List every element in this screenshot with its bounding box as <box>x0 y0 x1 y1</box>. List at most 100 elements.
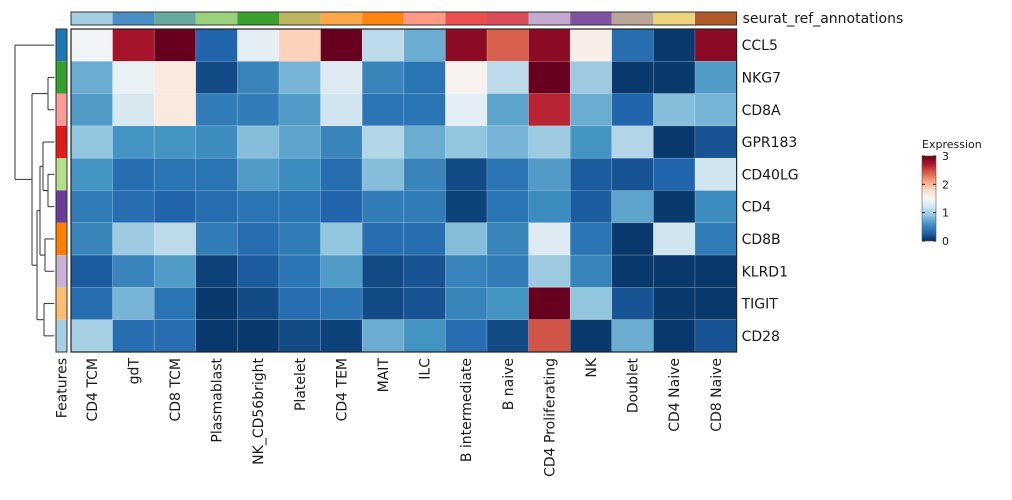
heatmap-cell-cd4-nk <box>569 190 613 224</box>
heatmap-cell-cd40lg-cd4-naive <box>653 157 696 191</box>
heatmap-cell-ccl5-doublet <box>611 28 654 62</box>
heatmap-cell-cd8a-b-intermediate <box>445 93 488 127</box>
column-annotation-nk-cd56bright <box>237 12 279 25</box>
heatmap-cell-cd8b-gdt <box>112 222 155 256</box>
heatmap-cell-gpr183-cd4-naive <box>653 125 696 159</box>
column-label-cd4-naive: CD4 Naive <box>667 358 683 432</box>
column-label-nk: NK <box>584 357 600 377</box>
row-annotation-cd28 <box>56 319 67 352</box>
heatmap-cell-tigit-cd8-naive <box>694 287 737 320</box>
heatmap-cell-gpr183-nk-cd56bright <box>237 125 280 159</box>
column-label-plasmablast: Plasmablast <box>210 357 226 442</box>
row-annotation-gpr183 <box>56 125 67 159</box>
heatmap-cell-cd8b-doublet <box>611 222 654 256</box>
heatmap-cell-nkg7-doublet <box>611 60 654 94</box>
heatmap-cell-klrd1-doublet <box>611 254 654 288</box>
heatmap-cell-cd28-b-naive <box>486 319 529 353</box>
row-annotation-klrd1 <box>56 255 67 288</box>
heatmap-cell-tigit-b-naive <box>486 287 529 320</box>
heatmap-cell-tigit-cd4-tem <box>320 287 363 320</box>
column-label-b-naive: B naive <box>501 358 517 410</box>
column-label-nk-cd56bright: NK_CD56bright <box>251 357 267 464</box>
heatmap-cell-ccl5-cd4-tcm <box>70 28 113 62</box>
heatmap-cell-cd4-platelet <box>278 190 321 224</box>
heatmap-cell-cd4-cd4-naive <box>653 190 696 224</box>
heatmap-cell-klrd1-nk-cd56bright <box>237 254 280 288</box>
heatmap-cell-nkg7-mait <box>361 60 405 94</box>
heatmap-cell-gpr183-nk <box>569 125 613 159</box>
heatmap-border <box>70 28 738 353</box>
row-annotation-ccl5 <box>56 29 67 62</box>
heatmap-cell-ccl5-plasmablast <box>195 28 238 62</box>
column-annotation-cd4-proliferating <box>528 12 571 25</box>
heatmap-cell-cd40lg-plasmablast <box>195 157 238 191</box>
row-label-cd40lg: CD40LG <box>742 167 799 183</box>
heatmap-cell-cd28-plasmablast <box>195 319 238 353</box>
heatmap-cell-klrd1-nk <box>569 254 613 288</box>
heatmap-cell-klrd1-cd8-tcm <box>153 254 197 288</box>
row-annotation-cd40lg <box>56 158 67 191</box>
row-dendrogram <box>14 44 54 337</box>
heatmap-cell-klrd1-cd4-tem <box>320 254 363 288</box>
heatmap-cell-nkg7-ilc <box>403 60 446 94</box>
heatmap-cell-nkg7-cd8-naive <box>694 60 737 94</box>
heatmap-cell-ccl5-ilc <box>403 28 446 62</box>
heatmap-cell-cd28-b-intermediate <box>445 319 488 353</box>
heatmap-cell-cd28-doublet <box>611 319 654 353</box>
legend-tick-label: 2 <box>942 178 949 191</box>
heatmap-cell-cd28-cd8-tcm <box>153 319 197 353</box>
heatmap-cell-tigit-plasmablast <box>195 287 238 320</box>
heatmap-cell-cd40lg-cd4-tcm <box>70 157 113 191</box>
heatmap-cell-tigit-cd4-proliferating <box>528 287 571 320</box>
heatmap-cell-nkg7-plasmablast <box>195 60 238 94</box>
heatmap-cell-klrd1-gdt <box>112 254 155 288</box>
heatmap-cell-tigit-cd8-tcm <box>153 287 197 320</box>
heatmap-cell-cd4-cd8-tcm <box>153 190 197 224</box>
row-label-klrd1: KLRD1 <box>742 264 788 280</box>
heatmap-cell-klrd1-ilc <box>403 254 446 288</box>
heatmap-cell-cd4-mait <box>361 190 405 224</box>
heatmap-cell-cd40lg-ilc <box>403 157 446 191</box>
heatmap-cell-cd8a-plasmablast <box>195 93 238 127</box>
heatmap-cell-gpr183-platelet <box>278 125 321 159</box>
column-annotation-cd4-tcm <box>71 12 113 25</box>
heatmap-cell-cd40lg-b-naive <box>486 157 529 191</box>
heatmap-cell-cd8b-nk-cd56bright <box>237 222 280 256</box>
heatmap-cell-tigit-cd4-naive <box>653 287 696 320</box>
column-annotation-ilc <box>403 12 446 25</box>
column-label-cd4-proliferating: CD4 Proliferating <box>542 358 558 477</box>
heatmap-cell-cd40lg-gdt <box>112 157 155 191</box>
legend-title: Expression <box>922 138 982 151</box>
heatmap-cell-cd4-cd8-naive <box>694 190 737 224</box>
column-annotation-plasmablast <box>195 12 238 25</box>
row-label-gpr183: GPR183 <box>742 135 798 151</box>
column-label-cd8-tcm: CD8 TCM <box>168 358 184 422</box>
heatmap-cell-klrd1-mait <box>361 254 405 288</box>
heatmap-cell-cd8b-mait <box>361 222 405 256</box>
heatmap-cell-cd4-b-naive <box>486 190 529 224</box>
column-annotation-platelet <box>279 12 321 25</box>
heatmap-cell-cd8a-nk <box>569 93 613 127</box>
heatmap-cell-ccl5-cd4-naive <box>653 28 696 62</box>
heatmap-cell-gpr183-mait <box>361 125 405 159</box>
heatmap-cell-cd8a-cd4-proliferating <box>528 93 571 127</box>
heatmap-cell-cd8b-cd4-proliferating <box>528 222 571 256</box>
heatmap-cell-cd28-cd4-proliferating <box>528 319 571 353</box>
heatmap-cell-cd8a-cd4-naive <box>653 93 696 127</box>
heatmap-cell-gpr183-cd4-proliferating <box>528 125 571 159</box>
heatmap-cell-klrd1-cd4-proliferating <box>528 254 571 288</box>
heatmap-cell-gpr183-cd4-tcm <box>70 125 113 159</box>
heatmap-cell-tigit-gdt <box>112 287 155 320</box>
row-label-cd8a: CD8A <box>742 103 781 119</box>
row-label-cd28: CD28 <box>742 329 780 345</box>
heatmap-cell-tigit-doublet <box>611 287 654 320</box>
heatmap-cell-cd28-platelet <box>278 319 321 353</box>
heatmap-cell-cd28-cd4-tcm <box>70 319 113 353</box>
legend-tick-label: 3 <box>942 150 949 163</box>
color-legend: Expression 0 1 2 3 <box>921 138 982 248</box>
row-annotation-tigit <box>56 287 67 320</box>
column-label-mait: MAIT <box>376 358 392 393</box>
column-annotation-cd4-tem <box>320 12 363 25</box>
column-annotation-gdt <box>112 12 155 25</box>
